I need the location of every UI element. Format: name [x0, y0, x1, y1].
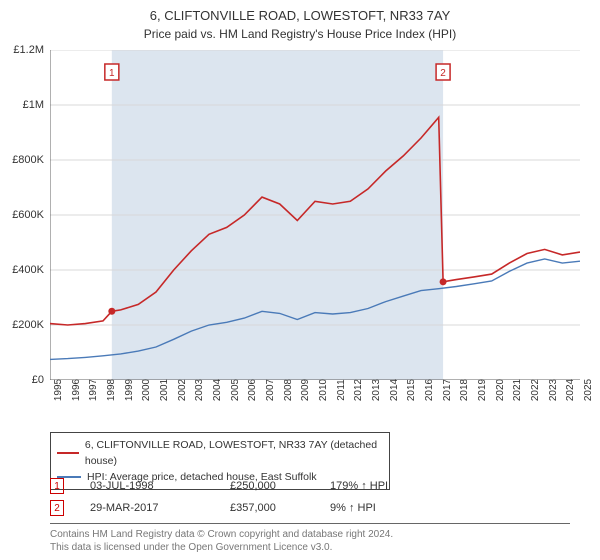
x-tick-label: 2015 [406, 379, 417, 401]
x-tick-label: 2013 [371, 379, 382, 401]
svg-text:1: 1 [109, 68, 115, 79]
x-tick-label: 2019 [477, 379, 488, 401]
y-tick-label: £200K [12, 319, 44, 331]
x-tick-label: 2005 [230, 379, 241, 401]
x-axis: 1995199619971998199920002001200220032004… [50, 384, 580, 434]
event-1-price: £250,000 [230, 480, 330, 492]
y-axis: £0£200K£400K£600K£800K£1M£1.2M [0, 50, 48, 380]
y-tick-label: £400K [12, 264, 44, 276]
x-tick-label: 2010 [318, 379, 329, 401]
event-2-date: 29-MAR-2017 [90, 502, 230, 514]
x-tick-label: 2020 [495, 379, 506, 401]
x-tick-label: 2008 [283, 379, 294, 401]
event-2-price: £357,000 [230, 502, 330, 514]
license-line2: This data is licensed under the Open Gov… [50, 541, 570, 554]
y-tick-label: £600K [12, 209, 44, 221]
chart-subtitle: Price paid vs. HM Land Registry's House … [0, 23, 600, 41]
x-tick-label: 1995 [53, 379, 64, 401]
event-1-date: 03-JUL-1998 [90, 480, 230, 492]
event-row-1: 1 03-JUL-1998 £250,000 179% ↑ HPI [50, 478, 580, 494]
x-tick-label: 1998 [106, 379, 117, 401]
chart-svg: 12 [50, 50, 580, 380]
x-tick-label: 2000 [141, 379, 152, 401]
legend-label: 6, CLIFTONVILLE ROAD, LOWESTOFT, NR33 7A… [85, 437, 383, 469]
y-tick-label: £1.2M [13, 44, 44, 56]
y-tick-label: £0 [32, 374, 44, 386]
chart-title: 6, CLIFTONVILLE ROAD, LOWESTOFT, NR33 7A… [0, 0, 600, 23]
x-tick-label: 2014 [389, 379, 400, 401]
x-tick-label: 2011 [336, 379, 347, 401]
x-tick-label: 2002 [177, 379, 188, 401]
event-1-hpi: 179% ↑ HPI [330, 480, 580, 492]
x-tick-label: 2001 [159, 379, 170, 401]
x-tick-label: 2021 [512, 379, 523, 401]
x-tick-label: 2009 [300, 379, 311, 401]
legend-swatch [57, 452, 79, 454]
x-tick-label: 2018 [459, 379, 470, 401]
license-line1: Contains HM Land Registry data © Crown c… [50, 528, 570, 541]
x-tick-label: 1997 [88, 379, 99, 401]
x-tick-label: 2025 [583, 379, 594, 401]
x-tick-label: 2006 [247, 379, 258, 401]
x-tick-label: 2004 [212, 379, 223, 401]
event-marker-2-icon: 2 [50, 500, 64, 516]
y-tick-label: £800K [12, 154, 44, 166]
event-marker-1-icon: 1 [50, 478, 64, 494]
x-tick-label: 2022 [530, 379, 541, 401]
x-tick-label: 2017 [442, 379, 453, 401]
legend-item: 6, CLIFTONVILLE ROAD, LOWESTOFT, NR33 7A… [57, 437, 383, 469]
x-tick-label: 2024 [565, 379, 576, 401]
x-tick-label: 2007 [265, 379, 276, 401]
x-tick-label: 2003 [194, 379, 205, 401]
x-tick-label: 2016 [424, 379, 435, 401]
x-tick-label: 2012 [353, 379, 364, 401]
svg-text:2: 2 [440, 68, 446, 79]
y-tick-label: £1M [23, 99, 44, 111]
x-tick-label: 2023 [548, 379, 559, 401]
x-tick-label: 1996 [71, 379, 82, 401]
plot-area: 12 [50, 50, 580, 380]
event-2-hpi: 9% ↑ HPI [330, 502, 580, 514]
chart-container: 6, CLIFTONVILLE ROAD, LOWESTOFT, NR33 7A… [0, 0, 600, 560]
event-row-2: 2 29-MAR-2017 £357,000 9% ↑ HPI [50, 500, 580, 516]
license-text: Contains HM Land Registry data © Crown c… [50, 523, 570, 554]
x-tick-label: 1999 [124, 379, 135, 401]
